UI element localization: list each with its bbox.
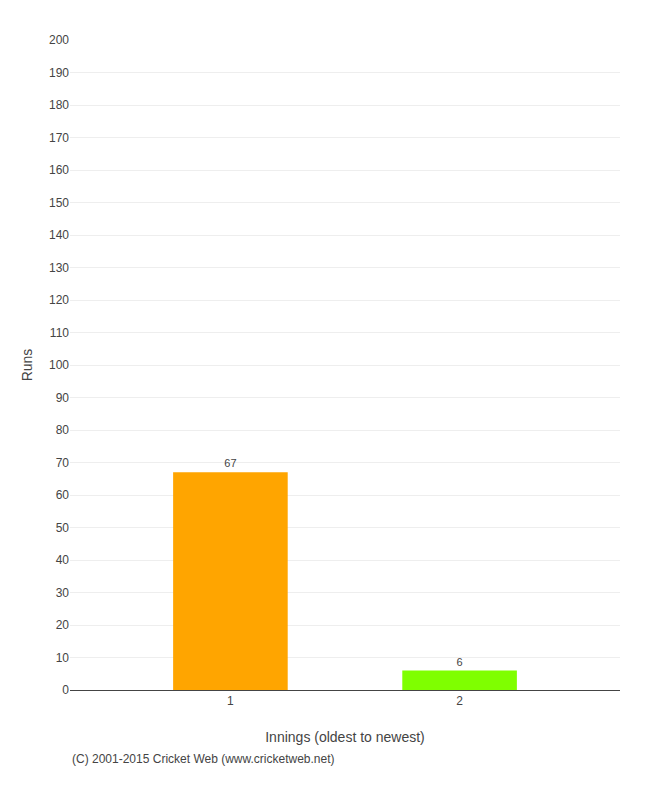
svg-text:180: 180 <box>49 98 69 112</box>
svg-text:60: 60 <box>56 488 70 502</box>
svg-text:80: 80 <box>56 423 70 437</box>
svg-text:170: 170 <box>49 131 69 145</box>
svg-text:200: 200 <box>49 33 69 47</box>
svg-text:110: 110 <box>50 326 69 340</box>
svg-text:67: 67 <box>224 457 236 469</box>
svg-text:30: 30 <box>56 586 70 600</box>
svg-text:70: 70 <box>56 456 70 470</box>
svg-text:6: 6 <box>457 656 463 668</box>
svg-text:Runs: Runs <box>19 349 35 382</box>
svg-text:40: 40 <box>56 553 70 567</box>
svg-text:160: 160 <box>49 163 69 177</box>
svg-text:0: 0 <box>62 683 69 697</box>
svg-text:90: 90 <box>56 391 70 405</box>
svg-text:130: 130 <box>49 261 69 275</box>
svg-text:150: 150 <box>49 196 69 210</box>
svg-text:2: 2 <box>456 694 463 708</box>
svg-text:1: 1 <box>227 694 234 708</box>
svg-text:20: 20 <box>56 618 70 632</box>
svg-text:10: 10 <box>56 651 70 665</box>
svg-text:50: 50 <box>56 521 70 535</box>
svg-text:120: 120 <box>49 293 69 307</box>
svg-text:100: 100 <box>49 358 69 372</box>
svg-text:(C) 2001-2015 Cricket Web (www: (C) 2001-2015 Cricket Web (www.cricketwe… <box>72 752 335 766</box>
svg-text:Innings (oldest to newest): Innings (oldest to newest) <box>265 729 425 745</box>
svg-text:190: 190 <box>49 66 69 80</box>
svg-text:140: 140 <box>49 228 69 242</box>
